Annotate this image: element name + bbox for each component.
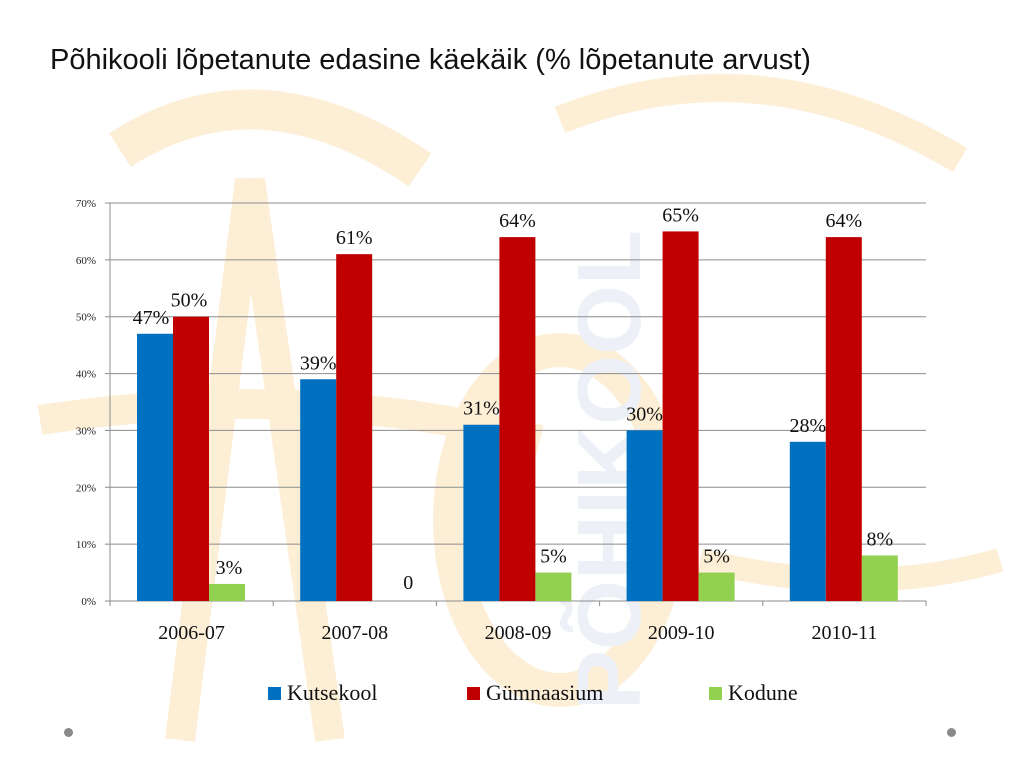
data-label: 31% [463,398,500,420]
y-tick-label: 20% [76,482,96,494]
y-tick-label: 40% [76,369,96,381]
legend-label: Gümnaasium [486,680,603,705]
x-tick-label: 2009-10 [648,622,715,644]
data-label: 64% [499,210,536,232]
bar-kutsekool [463,424,500,601]
y-tick-label: 60% [76,255,96,267]
legend-swatch [268,687,281,700]
x-tick-label: 2006-07 [158,622,225,644]
bar-kutsekool [300,379,337,601]
legend-label: Kutsekool [287,680,377,705]
x-tick-label: 2010-11 [811,622,877,644]
bar-gümnaasium [825,237,862,601]
slide-title: Põhikooli lõpetanute edasine käekäik (% … [50,44,811,76]
bar-gümnaasium [662,231,699,601]
data-label: 8% [866,529,893,551]
y-tick-label: 10% [76,539,96,551]
x-tick-label: 2007-08 [321,622,388,644]
y-tick-label: 30% [76,425,96,437]
bar-gümnaasium [499,237,536,601]
y-tick-label: 0% [81,596,96,608]
data-label: 65% [662,204,699,226]
nav-dot-left[interactable] [64,728,73,737]
data-label: 5% [703,546,730,568]
data-label: 0 [403,572,413,594]
bar-kodune [861,555,898,601]
bar-kutsekool [137,333,173,601]
data-label: 28% [789,415,826,437]
legend-label: Kodune [728,680,798,705]
x-tick-label: 2008-09 [485,622,552,644]
legend-swatch [467,687,480,700]
y-tick-label: 50% [76,312,96,324]
bar-kutsekool [789,441,826,601]
bar-gümnaasium [173,316,209,601]
data-label: 5% [540,546,567,568]
bar-kodune [209,583,245,601]
data-label: 64% [825,210,862,232]
data-label: 50% [171,290,208,312]
data-label: 61% [336,227,373,249]
legend-swatch [709,687,722,700]
bar-kodune [535,572,572,601]
data-label: 30% [626,403,663,425]
data-label: 3% [216,557,243,579]
data-label: 47% [133,307,170,329]
bar-kodune [698,572,735,601]
nav-dot-right[interactable] [947,728,956,737]
bar-kutsekool [626,430,663,601]
bar-gümnaasium [336,254,373,601]
data-label: 39% [300,352,337,374]
y-tick-label: 70% [76,198,96,210]
